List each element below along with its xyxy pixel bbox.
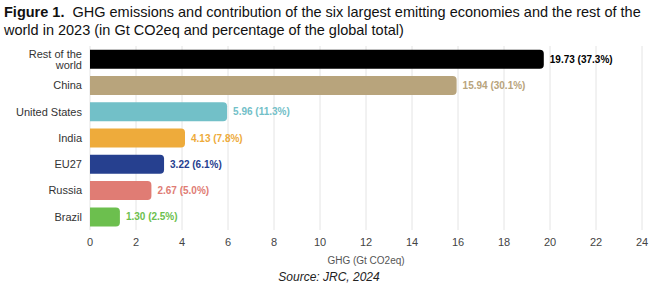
svg-text:Russia: Russia: [48, 184, 83, 196]
svg-text:4: 4: [179, 236, 185, 248]
svg-text:16: 16: [452, 236, 464, 248]
svg-text:EU27: EU27: [54, 158, 82, 170]
svg-text:6: 6: [225, 236, 231, 248]
svg-text:5.96 (11.3%): 5.96 (11.3%): [233, 106, 290, 117]
svg-text:3.22 (6.1%): 3.22 (6.1%): [170, 159, 222, 170]
html-text:Source: JRC, 2024: Source: JRC, 2024: [278, 270, 380, 284]
svg-text:2: 2: [133, 236, 139, 248]
svg-text:19.73 (37.3%): 19.73 (37.3%): [550, 54, 613, 65]
svg-text:8: 8: [271, 236, 277, 248]
svg-text:24: 24: [636, 236, 648, 248]
svg-text:India: India: [58, 132, 83, 144]
svg-text:Brazil: Brazil: [54, 211, 82, 223]
svg-text:22: 22: [590, 236, 602, 248]
svg-text:China: China: [53, 79, 83, 91]
svg-text:18: 18: [498, 236, 510, 248]
svg-text:United States: United States: [16, 106, 83, 118]
svg-text:14: 14: [406, 236, 418, 248]
svg-text:2.67 (5.0%): 2.67 (5.0%): [157, 185, 209, 196]
svg-text:4.13 (7.8%): 4.13 (7.8%): [191, 133, 243, 144]
html-text:Figure 1. GHG emissions and co: Figure 1. GHG emissions and contribution…: [4, 4, 645, 38]
svg-text:1.30 (2.5%): 1.30 (2.5%): [126, 211, 178, 222]
svg-text:Rest of theworld: Rest of theworld: [29, 48, 82, 71]
svg-text:15.94 (30.1%): 15.94 (30.1%): [463, 80, 526, 91]
svg-text:20: 20: [544, 236, 556, 248]
svg-text:0: 0: [87, 236, 93, 248]
svg-text:10: 10: [314, 236, 326, 248]
svg-text:GHG (Gt CO2eq): GHG (Gt CO2eq): [327, 255, 404, 266]
svg-text:12: 12: [360, 236, 372, 248]
